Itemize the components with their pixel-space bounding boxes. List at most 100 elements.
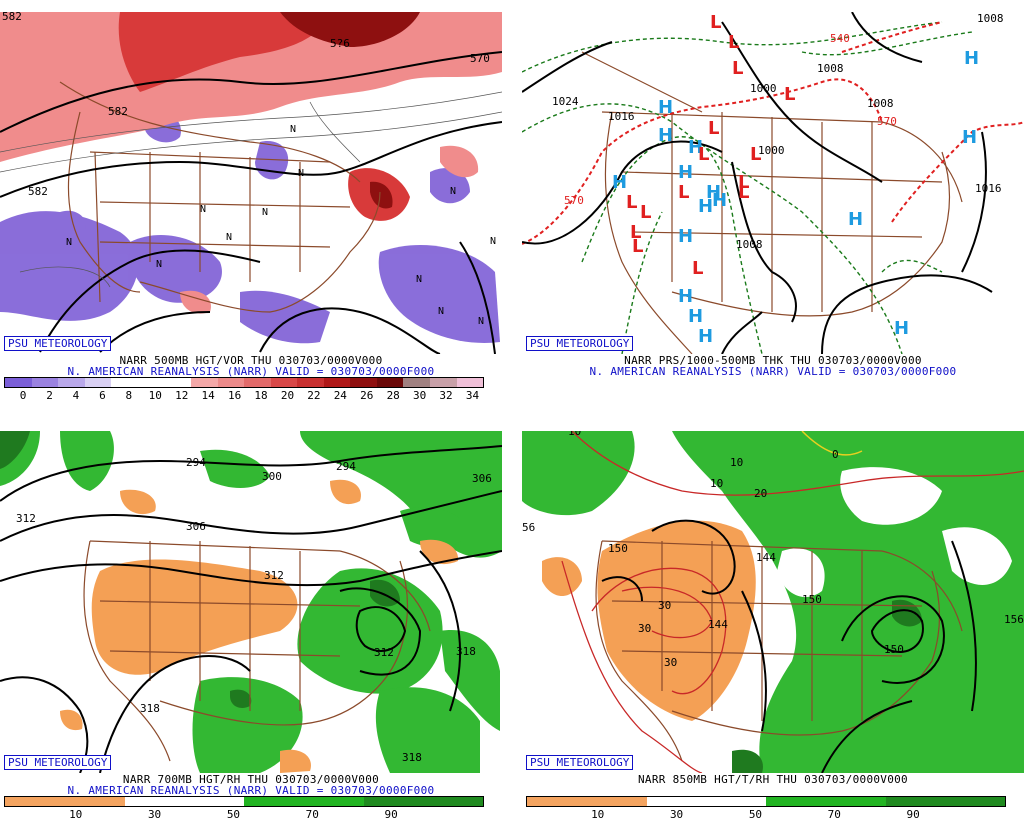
colorbar-tick-label: 4 [72, 389, 80, 402]
svg-text:H: H [688, 137, 703, 158]
svg-text:N: N [450, 186, 456, 197]
contour-label: 1008 [867, 97, 894, 110]
political-boundaries [83, 540, 431, 762]
contour-label: 10 [568, 431, 581, 438]
contour-label: 570 [564, 194, 584, 207]
contour-label: 318 [140, 702, 160, 715]
contour-label: 1008 [817, 62, 844, 75]
svg-text:H: H [658, 97, 673, 118]
contour-label: 312 [16, 512, 36, 525]
colorbar-tick-label: 32 [439, 389, 453, 402]
dry-areas [542, 520, 756, 721]
colorbar-tick-label: 8 [125, 389, 133, 402]
contour-labels: 294 300 294 306 312 306 312 312 318 318 … [16, 456, 492, 764]
colorbar-swatch [323, 378, 351, 387]
psu-meteorology-badge: PSU METEOROLOGY [526, 336, 634, 351]
height-contours [0, 445, 502, 773]
svg-text:N: N [490, 236, 496, 247]
contour-label: 156 [1004, 613, 1024, 626]
thickness-570-line [522, 21, 1024, 245]
contour-label: 1008 [977, 12, 1004, 25]
contour-labels: 582 570 582 582 5?6 [2, 12, 490, 198]
colorbar-swatch [31, 378, 59, 387]
caption-line1: NARR 850MB HGT/T/RH THU 030703/0000V000 [638, 773, 908, 786]
colorbar-swatch [297, 378, 324, 387]
panel-pressure-thickness: 1024 1016 1000 1008 1008 1000 1016 1008 … [522, 0, 1024, 406]
svg-text:L: L [678, 182, 689, 203]
colorbar-swatch [945, 797, 1005, 806]
psu-meteorology-badge: PSU METEOROLOGY [526, 755, 634, 770]
white-gaps [777, 467, 1012, 598]
pressure-map: 1024 1016 1000 1008 1008 1000 1016 1008 … [522, 12, 1024, 354]
colorbar-tick-label: 70 [305, 808, 319, 821]
colorbar [4, 796, 484, 807]
svg-text:H: H [612, 172, 627, 193]
contour-label: 300 [262, 470, 282, 483]
colorbar-swatch [217, 378, 245, 387]
high-pressure-marks: H H H H H H H H H H H H H H H H [612, 48, 979, 347]
contour-label: 144 [708, 618, 728, 631]
colorbar-swatch [5, 378, 32, 387]
svg-text:H: H [712, 190, 727, 211]
svg-text:H: H [688, 306, 703, 327]
colorbar-tick-label: 50 [748, 808, 763, 821]
height-contours [0, 51, 502, 354]
colorbar-tick-label: 10 [591, 808, 605, 821]
caption-line1: NARR PRS/1000-500MB THK THU 030703/0000V… [624, 354, 922, 367]
colorbar-swatch [350, 378, 377, 387]
contour-label: 1024 [552, 95, 579, 108]
colorbar-swatch [124, 797, 185, 806]
rh-700-map: 294 300 294 306 312 306 312 312 318 318 … [0, 431, 502, 773]
svg-text:L: L [640, 202, 651, 223]
svg-text:L: L [630, 222, 641, 243]
colorbar-tick-label: 90 [906, 808, 920, 821]
colorbar-swatch [885, 797, 946, 806]
contour-label: 1016 [608, 110, 635, 123]
contour-label: 582 [108, 105, 128, 118]
contour-label: 20 [754, 487, 767, 500]
svg-text:H: H [698, 326, 713, 347]
colorbar-swatch [303, 797, 364, 806]
contour-label: 30 [664, 656, 677, 669]
colorbar-swatch [646, 797, 707, 806]
negative-vorticity-areas [0, 111, 500, 344]
colorbar-swatch [164, 378, 191, 387]
svg-text:H: H [678, 226, 693, 247]
height-contours [601, 519, 977, 773]
contour-label: 150 [608, 542, 628, 555]
contour-label: 1008 [736, 238, 763, 251]
colorbar-swatch [111, 378, 138, 387]
contour-labels: 150 144 150 144 150 156 30 30 30 20 10 1… [522, 431, 1024, 669]
contour-label: 150 [802, 593, 822, 606]
colorbar-swatch [184, 797, 244, 806]
contour-label: 10 [710, 477, 723, 490]
freezing-contour [801, 431, 863, 456]
colorbar-swatch [244, 797, 304, 806]
contour-label: 56 [522, 521, 535, 534]
colorbar-tick-label: 22 [307, 389, 321, 402]
colorbar [526, 796, 1006, 807]
colorbar-tick-label: 28 [386, 389, 400, 402]
svg-text:L: L [626, 192, 637, 213]
colorbar-tick-label: 30 [147, 808, 162, 821]
svg-text:L: L [738, 172, 749, 193]
colorbar-tick-label: 34 [465, 389, 480, 402]
svg-text:N: N [290, 124, 296, 135]
colorbar-swatch [586, 797, 647, 806]
colorbar-swatch [376, 378, 404, 387]
svg-text:H: H [962, 127, 977, 148]
colorbar-tick-label: 10 [148, 389, 162, 402]
svg-text:L: L [732, 58, 743, 79]
vorticity-minimum-marks: N N N N N N N N N N N N [66, 124, 496, 327]
caption-line2: N. AMERICAN REANALYSIS (NARR) VALID = 03… [589, 365, 957, 378]
contour-label: 306 [472, 472, 492, 485]
contour-label: 306 [186, 520, 206, 533]
svg-text:L: L [632, 236, 643, 257]
colorbar-labels: 0 2 4 6 8 10 12 14 16 18 20 22 24 26 28 30 32 34 [4, 389, 482, 402]
colorbar-labels: 10 30 50 70 90 [4, 808, 482, 821]
contour-label: 312 [264, 569, 284, 582]
svg-text:H: H [964, 48, 979, 69]
colorbar-labels: 10 30 50 70 90 [526, 808, 1004, 821]
colorbar-swatch [137, 378, 165, 387]
svg-text:L: L [692, 258, 703, 279]
